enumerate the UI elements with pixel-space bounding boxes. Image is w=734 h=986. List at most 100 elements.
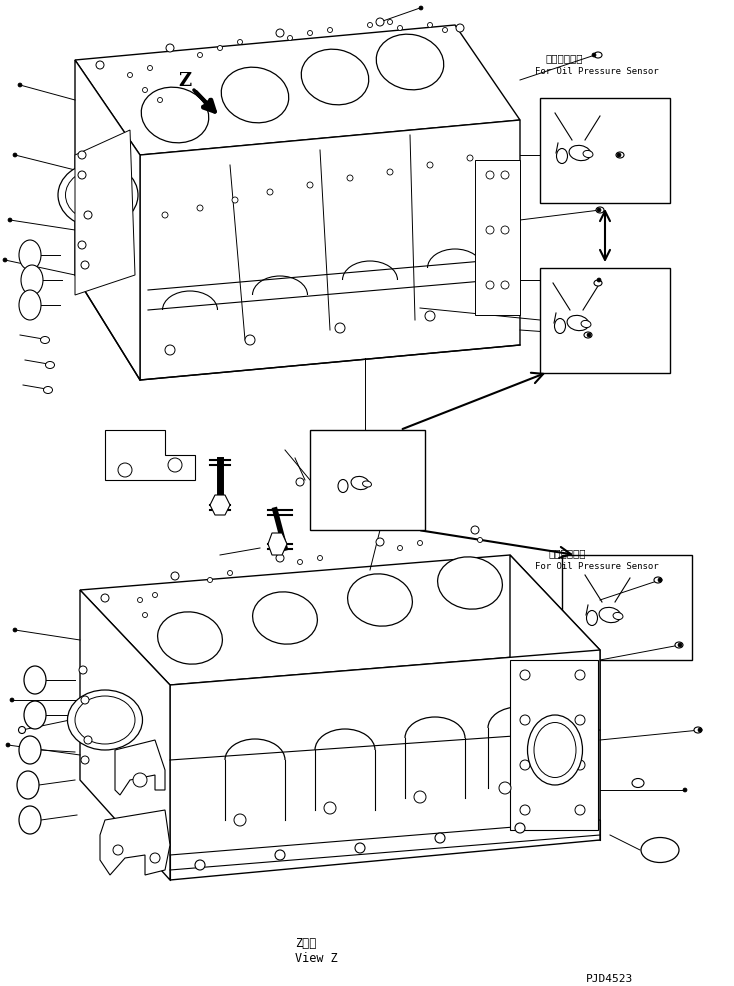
Circle shape: [150, 853, 160, 863]
Circle shape: [128, 73, 133, 78]
Circle shape: [617, 153, 621, 157]
Polygon shape: [75, 25, 520, 155]
Polygon shape: [80, 590, 170, 880]
Circle shape: [467, 155, 473, 161]
Polygon shape: [105, 430, 195, 480]
Circle shape: [376, 18, 384, 26]
Circle shape: [427, 162, 433, 168]
Ellipse shape: [19, 806, 41, 834]
Circle shape: [398, 545, 402, 550]
Circle shape: [501, 281, 509, 289]
Ellipse shape: [19, 240, 41, 270]
Circle shape: [307, 182, 313, 188]
Circle shape: [368, 23, 372, 28]
Polygon shape: [75, 130, 135, 295]
Circle shape: [597, 278, 601, 282]
Circle shape: [137, 598, 142, 602]
Circle shape: [142, 88, 148, 93]
Polygon shape: [115, 740, 165, 795]
Ellipse shape: [632, 779, 644, 788]
Circle shape: [101, 594, 109, 602]
Circle shape: [162, 212, 168, 218]
Circle shape: [678, 643, 682, 647]
Ellipse shape: [586, 610, 597, 625]
Circle shape: [153, 593, 158, 598]
Circle shape: [171, 572, 179, 580]
Circle shape: [276, 29, 284, 37]
Circle shape: [81, 696, 89, 704]
Circle shape: [592, 53, 596, 57]
Polygon shape: [140, 120, 520, 380]
Circle shape: [267, 189, 273, 195]
Circle shape: [3, 258, 7, 262]
Circle shape: [195, 860, 205, 870]
Circle shape: [575, 805, 585, 815]
Text: Z　視: Z 視: [295, 937, 316, 950]
Circle shape: [217, 45, 222, 50]
Circle shape: [499, 782, 511, 794]
Circle shape: [13, 628, 17, 632]
Ellipse shape: [301, 49, 368, 105]
Ellipse shape: [528, 715, 583, 785]
Ellipse shape: [556, 149, 567, 164]
Ellipse shape: [641, 837, 679, 863]
Ellipse shape: [363, 481, 371, 487]
Circle shape: [148, 65, 153, 71]
Ellipse shape: [554, 318, 565, 333]
Ellipse shape: [19, 290, 41, 320]
Circle shape: [398, 26, 402, 31]
Ellipse shape: [75, 696, 135, 744]
Circle shape: [427, 23, 432, 28]
Ellipse shape: [17, 771, 39, 799]
Circle shape: [318, 555, 322, 560]
Circle shape: [443, 28, 448, 33]
Circle shape: [197, 52, 203, 57]
Polygon shape: [80, 555, 600, 685]
Circle shape: [208, 578, 213, 583]
Circle shape: [456, 24, 464, 32]
Circle shape: [84, 736, 92, 744]
Circle shape: [165, 345, 175, 355]
Circle shape: [78, 171, 86, 179]
Circle shape: [486, 171, 494, 179]
Bar: [475, 160, 520, 315]
Circle shape: [238, 39, 242, 44]
Ellipse shape: [109, 151, 121, 160]
Circle shape: [419, 6, 423, 10]
Circle shape: [520, 715, 530, 725]
Circle shape: [18, 727, 26, 734]
Circle shape: [414, 791, 426, 803]
Circle shape: [228, 571, 233, 576]
Ellipse shape: [68, 690, 142, 750]
Circle shape: [296, 478, 304, 486]
Polygon shape: [100, 810, 170, 875]
Bar: [562, 555, 692, 660]
Circle shape: [418, 540, 423, 545]
Ellipse shape: [65, 169, 131, 221]
Ellipse shape: [437, 557, 502, 609]
Circle shape: [308, 31, 313, 35]
Circle shape: [81, 756, 89, 764]
Circle shape: [478, 537, 482, 542]
Circle shape: [683, 788, 687, 792]
Circle shape: [78, 151, 86, 159]
Circle shape: [387, 169, 393, 175]
Text: Z: Z: [178, 72, 191, 90]
Circle shape: [166, 44, 174, 52]
Circle shape: [13, 153, 17, 157]
Circle shape: [18, 83, 22, 87]
Bar: [310, 430, 425, 530]
Ellipse shape: [569, 145, 591, 161]
Ellipse shape: [21, 265, 43, 295]
Polygon shape: [268, 533, 287, 555]
Polygon shape: [510, 555, 600, 840]
Ellipse shape: [40, 336, 49, 343]
Polygon shape: [170, 650, 600, 880]
Circle shape: [234, 814, 246, 826]
Ellipse shape: [584, 332, 592, 338]
Circle shape: [520, 670, 530, 680]
Circle shape: [245, 335, 255, 345]
Circle shape: [10, 698, 14, 702]
Circle shape: [6, 743, 10, 747]
Ellipse shape: [19, 736, 41, 764]
